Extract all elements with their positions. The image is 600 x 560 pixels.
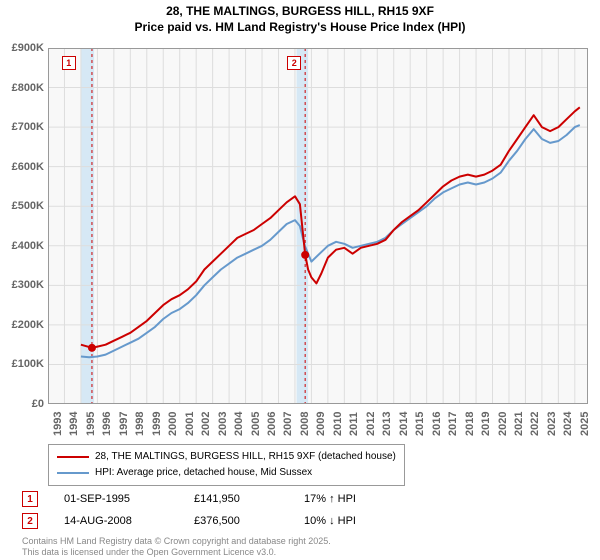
x-tick-label: 2018 — [464, 412, 476, 436]
x-axis-labels: 1993 1994 1995 1996 1997 1998 1999 2000 2001 2002… — [48, 406, 588, 446]
x-tick-label: 2010 — [332, 412, 344, 436]
x-tick-label: 2002 — [200, 412, 212, 436]
title-line-1: 28, THE MALTINGS, BURGESS HILL, RH15 9XF — [0, 4, 600, 20]
attribution-line-2: This data is licensed under the Open Gov… — [22, 547, 331, 558]
plot-area: 12 — [48, 48, 588, 404]
x-tick-label: 2015 — [414, 412, 426, 436]
y-tick-label: £0 — [32, 398, 44, 410]
x-tick-label: 2024 — [562, 412, 574, 436]
plot-svg — [48, 48, 588, 404]
x-tick-label: 2007 — [282, 412, 294, 436]
x-tick-label: 2013 — [381, 412, 393, 436]
legend-swatch — [57, 472, 89, 474]
x-tick-label: 2001 — [184, 412, 196, 436]
sale-records: 1 01-SEP-1995£141,95017% ↑ HPI 2 14-AUG-200… — [22, 488, 444, 532]
x-tick-label: 2014 — [398, 412, 410, 436]
x-tick-label: 2023 — [546, 412, 558, 436]
y-tick-label: £800K — [12, 82, 44, 94]
x-tick-label: 1993 — [52, 412, 64, 436]
x-tick-label: 1998 — [134, 412, 146, 436]
sale-marker-box: 1 — [22, 491, 38, 507]
sale-date: 01-SEP-1995 — [64, 493, 194, 505]
x-tick-label: 2017 — [447, 412, 459, 436]
x-tick-label: 2021 — [513, 412, 525, 436]
x-tick-label: 2022 — [529, 412, 541, 436]
x-tick-label: 2011 — [348, 412, 360, 436]
chart-title: 28, THE MALTINGS, BURGESS HILL, RH15 9XF… — [0, 0, 600, 35]
x-tick-label: 1994 — [68, 412, 80, 436]
legend-row: HPI: Average price, detached house, Mid … — [57, 465, 396, 481]
legend-label: HPI: Average price, detached house, Mid … — [95, 465, 312, 481]
attribution: Contains HM Land Registry data © Crown c… — [22, 536, 331, 558]
sale-vs-hpi: 17% ↑ HPI — [304, 493, 444, 505]
x-tick-label: 2016 — [431, 412, 443, 436]
x-tick-label: 2008 — [299, 412, 311, 436]
x-tick-label: 1997 — [118, 412, 130, 436]
sale-vs-hpi: 10% ↓ HPI — [304, 515, 444, 527]
x-tick-label: 2005 — [250, 412, 262, 436]
chart-marker-1: 1 — [62, 56, 76, 70]
sale-row: 2 14-AUG-2008£376,50010% ↓ HPI — [22, 510, 444, 532]
sale-price: £376,500 — [194, 515, 304, 527]
y-tick-label: £400K — [12, 240, 44, 252]
chart-marker-2: 2 — [287, 56, 301, 70]
sale-price: £141,950 — [194, 493, 304, 505]
chart-container: 28, THE MALTINGS, BURGESS HILL, RH15 9XF… — [0, 0, 600, 560]
x-tick-label: 2025 — [579, 412, 591, 436]
x-tick-label: 1995 — [85, 412, 97, 436]
x-tick-label: 2003 — [217, 412, 229, 436]
x-tick-label: 1996 — [101, 412, 113, 436]
attribution-line-1: Contains HM Land Registry data © Crown c… — [22, 536, 331, 547]
x-tick-label: 2020 — [497, 412, 509, 436]
x-tick-label: 2004 — [233, 412, 245, 436]
legend-row: 28, THE MALTINGS, BURGESS HILL, RH15 9XF… — [57, 449, 396, 465]
legend-label: 28, THE MALTINGS, BURGESS HILL, RH15 9XF… — [95, 449, 396, 465]
legend-swatch — [57, 456, 89, 458]
sale-row: 1 01-SEP-1995£141,95017% ↑ HPI — [22, 488, 444, 510]
y-tick-label: £600K — [12, 161, 44, 173]
x-tick-label: 2000 — [167, 412, 179, 436]
x-tick-label: 2019 — [480, 412, 492, 436]
x-tick-label: 1999 — [151, 412, 163, 436]
sale-marker-box: 2 — [22, 513, 38, 529]
x-tick-label: 2009 — [315, 412, 327, 436]
y-tick-label: £500K — [12, 200, 44, 212]
y-tick-label: £100K — [12, 358, 44, 370]
y-tick-label: £700K — [12, 121, 44, 133]
x-tick-label: 2006 — [266, 412, 278, 436]
y-tick-label: £300K — [12, 279, 44, 291]
x-tick-label: 2012 — [365, 412, 377, 436]
legend: 28, THE MALTINGS, BURGESS HILL, RH15 9XF… — [48, 444, 405, 486]
y-axis-labels: £0£100K£200K£300K£400K£500K£600K£700K£80… — [0, 48, 46, 404]
title-line-2: Price paid vs. HM Land Registry's House … — [0, 20, 600, 36]
y-tick-label: £200K — [12, 319, 44, 331]
sale-date: 14-AUG-2008 — [64, 515, 194, 527]
y-tick-label: £900K — [12, 42, 44, 54]
